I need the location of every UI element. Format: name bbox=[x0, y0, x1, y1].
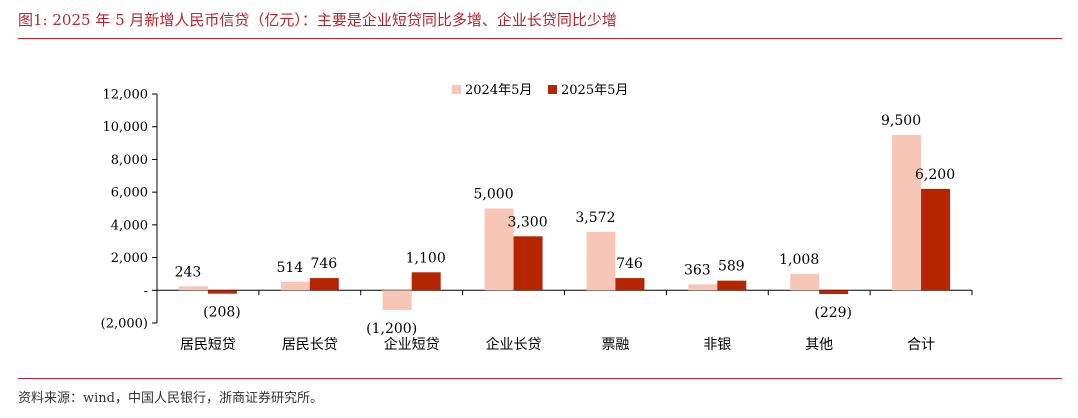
figure-title: 图1: 2025 年 5 月新增人民币信贷（亿元）：主要是企业短贷同比多增、企业… bbox=[18, 11, 617, 29]
bar-2025 bbox=[309, 278, 339, 291]
bars bbox=[178, 134, 951, 310]
source-note: 资料来源：wind，中国人民银行，浙商证券研究所。 bbox=[18, 391, 323, 406]
legend: 2024年5月 2025年5月 bbox=[452, 83, 628, 98]
value-label: 1,100 bbox=[406, 250, 446, 266]
value-label: 746 bbox=[310, 256, 337, 272]
bar-2025 bbox=[819, 290, 849, 295]
y-tick-label: 12,000 bbox=[103, 88, 149, 103]
bar-2025 bbox=[615, 278, 645, 291]
title-rule bbox=[18, 38, 1062, 39]
bar-2024 bbox=[688, 284, 718, 291]
value-label: 3,572 bbox=[575, 210, 615, 226]
bar-2025 bbox=[717, 280, 747, 291]
bar-2024 bbox=[280, 281, 310, 291]
bar-2024 bbox=[892, 134, 922, 291]
x-category-label: 票融 bbox=[601, 337, 629, 353]
bar-2024 bbox=[178, 286, 208, 291]
value-label: 6,200 bbox=[915, 167, 955, 183]
legend-swatch bbox=[548, 85, 557, 94]
x-category-label: 企业长贷 bbox=[486, 336, 542, 353]
value-label: 3,300 bbox=[508, 214, 548, 230]
y-tick-label: 4,000 bbox=[111, 218, 148, 233]
y-tick-label: 6,000 bbox=[111, 186, 148, 201]
footer-rule bbox=[18, 378, 1062, 379]
x-category-label: 企业短贷 bbox=[384, 336, 440, 353]
legend-swatch bbox=[452, 85, 461, 94]
bar-2024 bbox=[484, 208, 514, 291]
bar-2025 bbox=[207, 290, 237, 294]
bar-2025 bbox=[513, 236, 543, 291]
bar-2024 bbox=[790, 273, 820, 291]
x-axis: 居民短贷 居民长贷 企业短贷 企业长贷 票融 非银 其他 合计 bbox=[156, 289, 973, 353]
bar-2025 bbox=[411, 272, 441, 291]
legend-label: 2025年5月 bbox=[561, 83, 628, 98]
value-label: 746 bbox=[616, 256, 643, 272]
y-tick-label: (2,000) bbox=[101, 317, 148, 332]
value-label: 363 bbox=[684, 262, 711, 278]
value-labels: 243 514 (1,200) 5,000 3,572 363 1,008 9,500 (208… bbox=[175, 113, 956, 337]
value-label: 243 bbox=[175, 264, 202, 280]
y-tick-label: 8,000 bbox=[111, 153, 148, 168]
value-label: (1,200) bbox=[366, 321, 417, 337]
legend-label: 2024年5月 bbox=[465, 83, 532, 98]
x-category-label: 其他 bbox=[805, 337, 833, 353]
bar-2024 bbox=[382, 290, 412, 310]
x-category-label: 居民长贷 bbox=[282, 337, 338, 353]
value-label: (229) bbox=[814, 305, 852, 321]
x-category-label: 合计 bbox=[907, 337, 935, 353]
value-label: 5,000 bbox=[474, 187, 514, 203]
y-tick-label: 10,000 bbox=[103, 120, 149, 135]
y-tick-label: 2,000 bbox=[111, 251, 148, 266]
value-label: 589 bbox=[718, 259, 745, 275]
x-category-label: 居民短贷 bbox=[180, 337, 236, 353]
y-axis: (2,000) - 2,000 4,000 6,000 8,000 10,000 12,000 bbox=[101, 88, 158, 332]
value-label: (208) bbox=[203, 305, 241, 321]
value-label: 9,500 bbox=[881, 113, 921, 129]
bar-2025 bbox=[921, 188, 951, 291]
bar-2024 bbox=[586, 231, 616, 291]
value-label: 1,008 bbox=[779, 252, 819, 268]
y-tick-label: - bbox=[144, 284, 148, 299]
value-label: 514 bbox=[276, 260, 303, 276]
x-category-label: 非银 bbox=[703, 337, 731, 353]
